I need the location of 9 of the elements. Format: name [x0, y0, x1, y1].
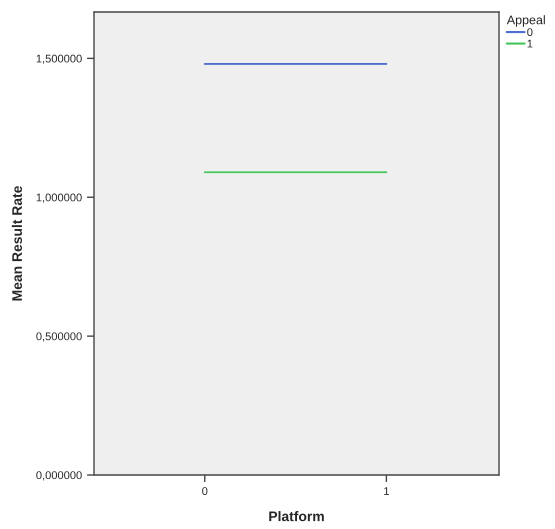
legend-label: 1: [528, 40, 532, 48]
y-tick-label: 0,000000: [36, 471, 82, 480]
legend-label: 0: [527, 28, 533, 36]
y-axis-title: Mean Result Rate: [12, 186, 22, 300]
y-tick-label: 1,500000: [36, 54, 82, 64]
y-tick-label: 1,000000: [36, 194, 82, 203]
y-tick-label: 0,500000: [36, 332, 82, 342]
legend-title: Appeal: [506, 15, 545, 27]
x-axis-title: Platform: [269, 511, 324, 522]
